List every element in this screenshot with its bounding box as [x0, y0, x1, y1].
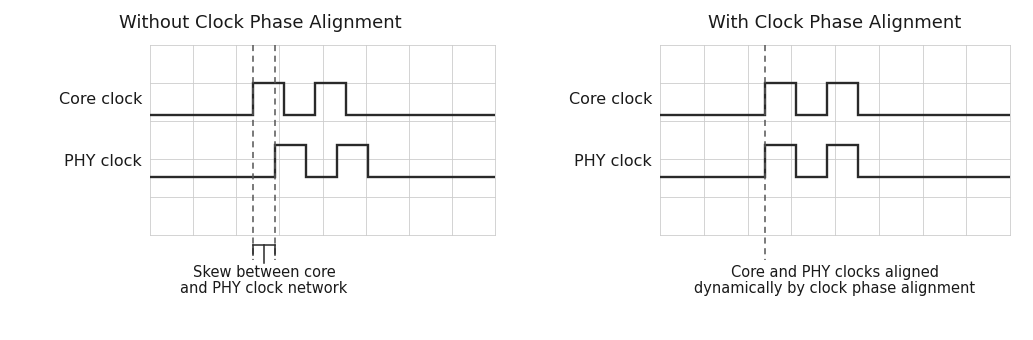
Text: Core clock: Core clock — [59, 91, 142, 106]
Text: Core clock: Core clock — [568, 91, 652, 106]
Text: PHY clock: PHY clock — [64, 153, 142, 169]
Text: and PHY clock network: and PHY clock network — [181, 281, 348, 296]
Text: Core and PHY clocks aligned: Core and PHY clocks aligned — [731, 265, 939, 280]
Text: With Clock Phase Alignment: With Clock Phase Alignment — [709, 14, 962, 32]
Text: Skew between core: Skew between core — [192, 265, 336, 280]
Text: dynamically by clock phase alignment: dynamically by clock phase alignment — [694, 281, 975, 296]
Text: PHY clock: PHY clock — [574, 153, 652, 169]
Text: Without Clock Phase Alignment: Without Clock Phase Alignment — [119, 14, 401, 32]
